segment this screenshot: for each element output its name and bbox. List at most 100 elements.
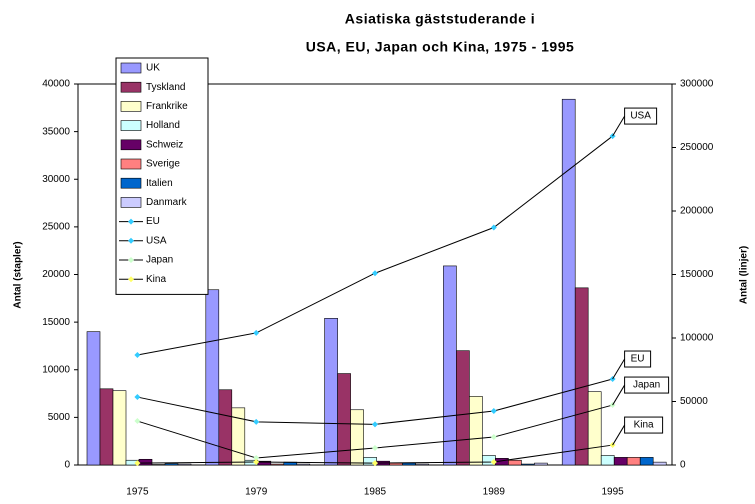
y2-tick-label: 100000 (680, 333, 714, 344)
annotation-leader (612, 115, 626, 137)
annotation: Japan (633, 380, 660, 391)
line-marker (253, 458, 260, 465)
bar (652, 461, 667, 466)
bar (639, 457, 654, 466)
bar (443, 265, 457, 466)
x-tick-label: 1979 (245, 487, 268, 498)
y-tick-label: 35000 (42, 126, 70, 137)
legend-label: Holland (146, 120, 180, 131)
line-marker (134, 460, 141, 467)
annotation-box (624, 376, 670, 394)
y2-tick-label: 150000 (680, 269, 714, 280)
line-marker (253, 418, 260, 425)
y2-tick-label: 0 (680, 460, 686, 471)
bar (415, 463, 429, 466)
y2-axis-label: Antal (linjer) (739, 246, 750, 304)
legend-label: Danmark (146, 197, 188, 208)
line-marker (490, 224, 497, 231)
x-tick-label: 1975 (126, 487, 149, 498)
y-tick-label: 25000 (42, 222, 70, 233)
y-tick-label: 0 (64, 460, 70, 471)
bar (508, 459, 522, 466)
bar (324, 318, 338, 466)
line-marker (372, 444, 378, 451)
legend-swatch (120, 120, 142, 131)
legend-label: USA (146, 235, 167, 246)
y-axis-label: Antal (stapler) (13, 241, 24, 308)
bar (86, 331, 101, 466)
annotation-box (624, 350, 652, 368)
bar (626, 457, 641, 466)
legend-label: Japan (146, 255, 173, 266)
y2-tick-label: 200000 (680, 206, 714, 217)
bar (218, 389, 233, 466)
y-tick-label: 20000 (42, 269, 70, 280)
bar (205, 289, 220, 466)
legend-swatch (120, 139, 142, 151)
annotation: EU (631, 354, 645, 365)
bar (587, 391, 602, 466)
y-tick-label: 30000 (42, 174, 70, 185)
line-marker (134, 352, 141, 359)
bar (574, 287, 589, 466)
legend (115, 57, 209, 295)
bar (402, 462, 416, 466)
x-tick-label: 1985 (364, 487, 387, 498)
bar (296, 463, 311, 466)
y2-tick-label: 50000 (680, 396, 708, 407)
bar (350, 409, 364, 466)
line-marker (372, 421, 378, 428)
bar (231, 407, 246, 466)
bar (521, 463, 535, 466)
line-marker (134, 394, 141, 401)
bar (164, 463, 179, 466)
annotation-leader (612, 424, 626, 446)
bar (138, 458, 153, 466)
chart-title: USA, EU, Japan och Kina, 1975 - 1995 (306, 39, 575, 55)
legend-label: Tyskland (146, 82, 185, 93)
legend-label: EU (146, 216, 160, 227)
bar (177, 463, 192, 466)
legend-label: Schweiz (146, 139, 183, 150)
bar (600, 455, 615, 466)
x-tick-label: 1995 (601, 487, 624, 498)
annotation: USA (630, 111, 651, 122)
bar (99, 388, 114, 466)
y-tick-label: 40000 (42, 79, 70, 90)
bar (112, 390, 127, 466)
legend-label: Sverige (146, 159, 180, 170)
bar (534, 462, 548, 466)
legend-swatch (120, 81, 142, 93)
y-tick-label: 10000 (42, 364, 70, 375)
x-tick-label: 1989 (483, 487, 506, 498)
annotation-box (624, 416, 664, 434)
annotation: Kina (634, 420, 654, 431)
legend-marker (128, 276, 134, 283)
legend-marker (128, 218, 134, 225)
line-marker (490, 434, 497, 441)
y2-tick-label: 250000 (680, 142, 714, 153)
legend-label: Kina (146, 274, 166, 285)
bar (270, 463, 285, 466)
line-marker (253, 455, 260, 462)
legend-label: UK (146, 63, 160, 74)
annotation-leader (612, 358, 626, 380)
line-marker (372, 460, 378, 467)
line-marker (134, 418, 141, 425)
legend-swatch (120, 158, 142, 170)
annotation-box (624, 107, 658, 125)
line-marker (372, 270, 378, 277)
legend-marker (128, 237, 134, 244)
y-tick-label: 5000 (48, 412, 71, 423)
legend-label: Italien (146, 178, 173, 189)
annotation-leader (612, 384, 626, 406)
bar (456, 350, 470, 466)
legend-swatch (120, 101, 142, 112)
y-tick-label: 15000 (42, 317, 70, 328)
line-marker (490, 458, 497, 465)
legend-swatch (120, 62, 142, 74)
line-marker (490, 408, 497, 415)
bar (561, 98, 576, 466)
bar (613, 457, 628, 466)
